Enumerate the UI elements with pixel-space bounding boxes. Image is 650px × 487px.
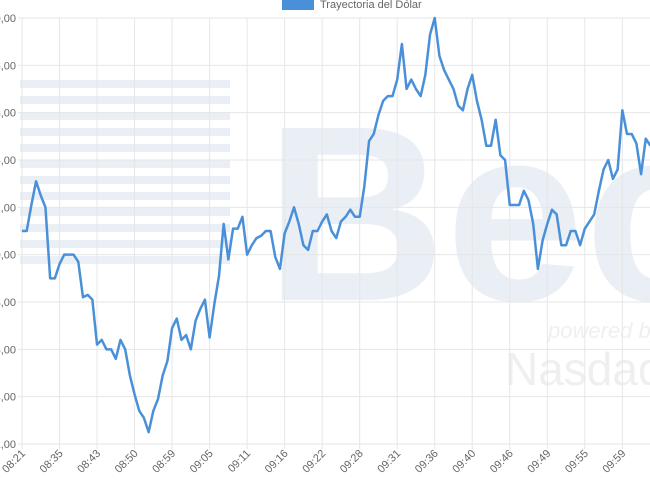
- x-tick-label: 09:05: [188, 448, 216, 476]
- y-tick-label: 2,00: [0, 439, 16, 451]
- x-tick-label: 09:36: [413, 448, 441, 476]
- watermark-logo: Bec: [265, 74, 650, 353]
- x-tick-label: 09:40: [450, 448, 478, 476]
- x-tick-label: 09:28: [338, 448, 366, 476]
- x-tick-label: 08:50: [113, 448, 141, 476]
- watermark-stripe: [20, 192, 230, 200]
- y-tick-label: 0,00: [0, 250, 16, 262]
- watermark: Becpowered byNasdaq: [20, 74, 650, 395]
- watermark-stripe: [20, 256, 230, 264]
- y-tick-label: 4,00: [0, 392, 16, 404]
- y-tick-label: 6,00: [0, 108, 16, 120]
- y-tick-label: 4,00: [0, 155, 16, 167]
- x-tick-label: 09:16: [263, 448, 291, 476]
- watermark-stripe: [20, 176, 230, 184]
- watermark-stripe: [20, 144, 230, 152]
- watermark-powered: powered by: [547, 318, 650, 343]
- x-tick-label: 08:35: [38, 448, 66, 476]
- watermark-stripe: [20, 208, 230, 216]
- x-tick-label: 09:55: [563, 448, 591, 476]
- y-tick-label: 6,00: [0, 344, 16, 356]
- line-series: [22, 16, 650, 434]
- y-tick-label: 8,00: [0, 60, 16, 72]
- watermark-stripe: [20, 96, 230, 104]
- legend-swatch: [282, 0, 314, 10]
- x-tick-label: 09:59: [600, 448, 628, 476]
- x-tick-label: 08:59: [150, 448, 178, 476]
- x-tick-label: 09:49: [525, 448, 553, 476]
- y-tick-label: 8,00: [0, 297, 16, 309]
- watermark-nasdaq: Nasdaq: [505, 343, 650, 395]
- watermark-stripe: [20, 224, 230, 232]
- x-tick-label: 08:43: [75, 448, 103, 476]
- x-tick-label: 09:46: [488, 448, 516, 476]
- x-tick-label: 09:11: [226, 448, 253, 475]
- watermark-stripe: [20, 240, 230, 248]
- x-tick-label: 09:31: [375, 448, 403, 476]
- watermark-stripe: [20, 128, 230, 136]
- x-tick-label: 09:22: [300, 448, 328, 476]
- y-tick-label: 2,00: [0, 202, 16, 214]
- x-tick-label: 08:21: [0, 448, 28, 476]
- watermark-stripe: [20, 112, 230, 120]
- legend-label: Trayectoria del Dólar: [320, 0, 422, 11]
- watermark-stripe: [20, 80, 230, 88]
- watermark-stripe: [20, 160, 230, 168]
- y-tick-label: 0,00: [0, 13, 16, 25]
